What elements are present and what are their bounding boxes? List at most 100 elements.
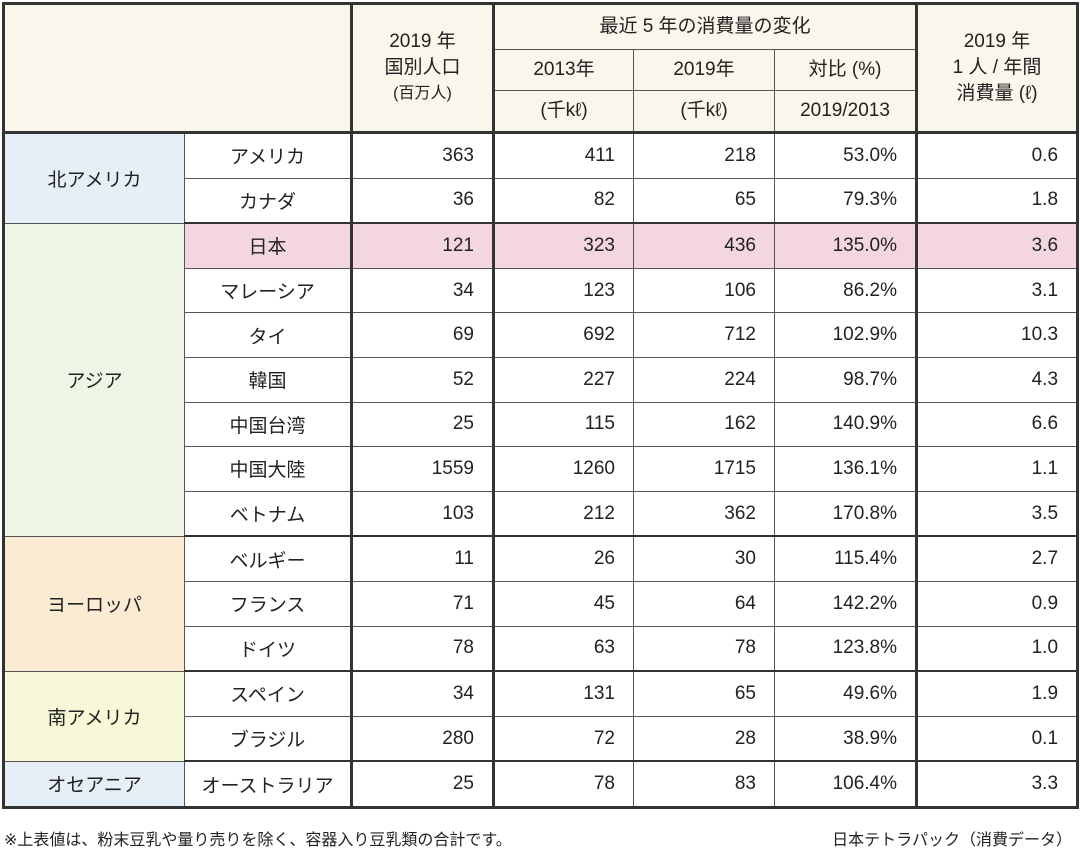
population-cell: 78: [350, 625, 494, 673]
region-cell: ヨーロッパ: [3, 535, 185, 672]
per-capita-cell: 3.5: [915, 490, 1079, 538]
ratio-cell: 136.1%: [773, 446, 918, 492]
footnote: ※上表値は、粉末豆乳や量り売りを除く、容器入り豆乳類の合計です。: [4, 832, 512, 849]
ratio-cell: 140.9%: [773, 401, 918, 448]
header-population-line2: 国別人口: [384, 57, 461, 78]
table-row: 南アメリカ スペイン 34 131 65 49.6% 1.9: [3, 670, 1079, 762]
per-capita-cell: 1.0: [915, 625, 1079, 673]
per-capita-cell: 1.9: [915, 670, 1079, 717]
ratio-cell: 142.2%: [773, 580, 918, 627]
per-capita-cell: 3.1: [915, 267, 1079, 314]
ratio-cell: 38.9%: [773, 715, 918, 763]
ratio-cell: 86.2%: [773, 267, 918, 314]
population-cell: 69: [350, 312, 494, 358]
country-cell: 中国大陸: [184, 446, 352, 492]
header-per-capita-line3: 消費量 (ℓ): [956, 83, 1038, 104]
consumption-2013-cell: 212: [492, 490, 634, 538]
table-row: マレーシア 34 123 106 86.2% 3.1: [4, 267, 1079, 314]
country-cell: 中国台湾: [184, 401, 352, 448]
header-change-title: 最近 5 年の消費量の変化: [491, 3, 918, 50]
ratio-cell: 98.7%: [773, 356, 918, 403]
consumption-2019-cell: 83: [633, 760, 775, 809]
population-cell: 36: [350, 177, 494, 225]
consumption-2013-cell: 692: [492, 312, 634, 358]
per-capita-cell: 4.3: [915, 356, 1079, 403]
consumption-2013-cell: 131: [492, 670, 634, 717]
country-cell: カナダ: [184, 177, 352, 225]
per-capita-cell: 10.3: [915, 312, 1079, 358]
consumption-2019-cell: 218: [633, 132, 775, 179]
per-capita-cell: 0.9: [915, 580, 1079, 627]
country-cell: タイ: [184, 312, 352, 358]
per-capita-cell: 1.1: [915, 446, 1079, 492]
population-cell: 25: [350, 760, 494, 809]
table-row: アジア 日本 121 323 436 135.0% 3.6: [3, 222, 1079, 537]
consumption-2013-cell: 1260: [492, 446, 634, 492]
consumption-2019-cell: 712: [633, 312, 775, 358]
header-blank: [3, 3, 352, 133]
country-cell: オーストラリア: [184, 760, 352, 809]
consumption-2019-cell: 78: [633, 625, 775, 673]
header-population: 2019 年 国別人口 (百万人): [350, 3, 494, 133]
ratio-cell: 53.0%: [773, 132, 918, 179]
per-capita-cell: 2.7: [915, 535, 1079, 582]
consumption-2013-cell: 78: [492, 760, 634, 809]
soy-milk-consumption-table: 2019 年 国別人口 (百万人) 最近 5 年の消費量の変化 2019 年 1…: [2, 2, 1080, 809]
region-cell: 北アメリカ: [3, 132, 185, 224]
header-population-line3: (百万人): [393, 85, 452, 102]
country-cell: スペイン: [184, 670, 352, 717]
country-cell: アメリカ: [184, 132, 352, 179]
consumption-2013-cell: 411: [492, 132, 634, 179]
table-row: ドイツ 78 63 78 123.8% 1.0: [4, 625, 1079, 673]
population-cell: 34: [350, 670, 494, 717]
per-capita-cell: 0.6: [915, 132, 1079, 179]
ratio-cell: 102.9%: [773, 312, 918, 358]
population-cell: 71: [350, 580, 494, 627]
header-per-capita: 2019 年 1 人 / 年間 消費量 (ℓ): [915, 3, 1079, 133]
consumption-2019-cell: 106: [633, 267, 775, 314]
ratio-cell: 135.0%: [773, 222, 918, 269]
country-cell: 韓国: [184, 356, 352, 403]
table-row: カナダ 36 82 65 79.3% 1.8: [4, 177, 1079, 225]
ratio-cell: 106.4%: [773, 760, 918, 809]
header-2013: 2013年: [492, 49, 634, 91]
country-cell: ベルギー: [184, 535, 352, 582]
per-capita-cell: 1.8: [915, 177, 1079, 225]
consumption-2013-cell: 227: [492, 356, 634, 403]
ratio-cell: 49.6%: [773, 670, 918, 717]
consumption-2013-cell: 115: [492, 401, 634, 448]
ratio-cell: 123.8%: [773, 625, 918, 673]
consumption-2013-cell: 72: [492, 715, 634, 763]
population-cell: 363: [350, 132, 494, 179]
region-cell: オセアニア: [3, 760, 185, 809]
country-cell: ドイツ: [184, 625, 352, 673]
consumption-2013-cell: 45: [492, 580, 634, 627]
country-cell: ブラジル: [184, 715, 352, 763]
country-cell: ベトナム: [184, 490, 352, 538]
country-cell: 日本: [184, 222, 352, 269]
header-2019: 2019年: [633, 49, 775, 91]
table-row: 北アメリカ アメリカ 363 411 218 53.0% 0.6: [3, 132, 1079, 224]
ratio-cell: 170.8%: [773, 490, 918, 538]
header-per-capita-line1: 2019 年: [963, 31, 1031, 52]
per-capita-cell: 3.6: [915, 222, 1079, 269]
per-capita-cell: 3.3: [915, 760, 1079, 809]
country-cell: マレーシア: [184, 267, 352, 314]
header-population-line1: 2019 年: [389, 31, 456, 52]
table-row: 韓国 52 227 224 98.7% 4.3: [4, 356, 1079, 403]
population-cell: 103: [350, 490, 494, 538]
country-cell: フランス: [184, 580, 352, 627]
consumption-2013-cell: 323: [492, 222, 634, 269]
consumption-2019-cell: 65: [633, 177, 775, 225]
table-row: ブラジル 280 72 28 38.9% 0.1: [4, 715, 1079, 763]
header-ratio-sub: 2019/2013: [773, 90, 918, 133]
consumption-2013-cell: 63: [492, 625, 634, 673]
source-credit: 日本テトラパック（消費データ）: [832, 832, 1072, 849]
consumption-2013-cell: 26: [492, 535, 634, 582]
region-cell: 南アメリカ: [3, 670, 185, 762]
table-row: タイ 69 692 712 102.9% 10.3: [4, 312, 1079, 358]
per-capita-cell: 0.1: [915, 715, 1079, 763]
consumption-2019-cell: 436: [633, 222, 775, 269]
table-row: 中国台湾 25 115 162 140.9% 6.6: [4, 401, 1079, 448]
table-row: ベトナム 103 212 362 170.8% 3.5: [4, 490, 1079, 538]
